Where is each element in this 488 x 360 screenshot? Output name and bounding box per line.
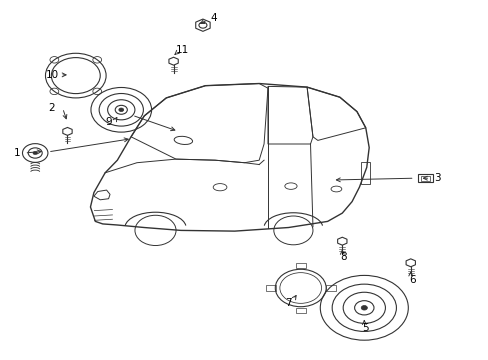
- Text: 1: 1: [14, 148, 20, 158]
- Circle shape: [361, 306, 366, 310]
- Text: 5: 5: [362, 323, 368, 333]
- Text: 8: 8: [340, 252, 346, 262]
- Circle shape: [33, 151, 38, 155]
- Text: 2: 2: [48, 103, 55, 113]
- Text: 3: 3: [433, 173, 440, 183]
- Text: 4: 4: [210, 13, 217, 23]
- Circle shape: [119, 108, 123, 112]
- Text: 7: 7: [285, 298, 291, 308]
- Text: 10: 10: [46, 70, 59, 80]
- Text: 11: 11: [176, 45, 189, 55]
- Text: 9: 9: [105, 117, 112, 127]
- Text: 6: 6: [408, 275, 415, 285]
